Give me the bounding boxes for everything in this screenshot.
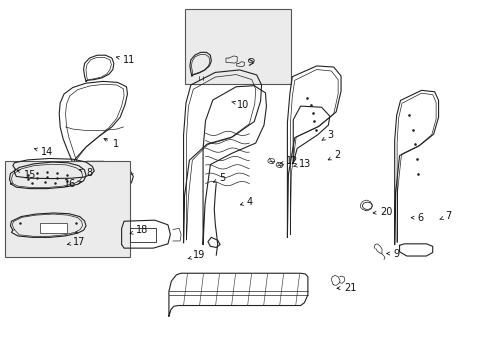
Text: 16: 16 <box>64 179 81 189</box>
Text: 20: 20 <box>372 207 392 217</box>
Text: 17: 17 <box>67 237 85 247</box>
Text: 11: 11 <box>116 55 135 65</box>
Bar <box>130 228 156 242</box>
Text: 13: 13 <box>293 159 311 169</box>
Text: 21: 21 <box>336 283 356 293</box>
Text: 7: 7 <box>439 211 451 221</box>
Text: 2: 2 <box>327 150 340 160</box>
Text: 19: 19 <box>187 250 205 260</box>
Bar <box>184 9 291 84</box>
Text: 6: 6 <box>410 213 423 222</box>
Text: 12: 12 <box>280 156 298 166</box>
Text: 5: 5 <box>213 173 225 183</box>
Text: 14: 14 <box>34 147 53 157</box>
Text: 8: 8 <box>80 168 92 178</box>
Text: 18: 18 <box>130 225 148 235</box>
Text: 10: 10 <box>231 100 249 110</box>
Text: 4: 4 <box>240 197 253 207</box>
Bar <box>40 223 66 233</box>
Text: 3: 3 <box>322 130 333 140</box>
Text: 9: 9 <box>386 248 399 258</box>
Text: 1: 1 <box>104 139 119 149</box>
Text: 15: 15 <box>17 170 37 180</box>
Bar <box>4 161 130 257</box>
